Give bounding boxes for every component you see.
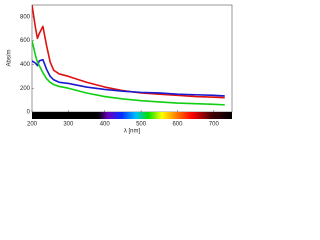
y-tick-label: 600 <box>20 38 31 44</box>
series-line <box>32 5 225 99</box>
x-tick-label: 500 <box>136 122 147 128</box>
x-tick-label: 200 <box>27 122 38 128</box>
plot-area <box>32 5 225 106</box>
x-tick-label: 300 <box>63 122 74 128</box>
x-tick-label: 700 <box>209 122 220 128</box>
x-tick-label: 600 <box>172 122 183 128</box>
y-tick-label: 400 <box>20 62 31 68</box>
series-line <box>32 58 225 97</box>
spectrum-bar <box>32 112 232 119</box>
y-tick-label: 200 <box>20 86 31 92</box>
x-tick-label: 400 <box>100 122 111 128</box>
page: {"chart_data": {"type": "line", "x_label… <box>6 4 233 135</box>
x-axis-label: λ [nm] <box>124 129 141 135</box>
series-line <box>32 40 225 106</box>
y-axis-label: Abs/m <box>7 49 13 66</box>
chart: λ [nm] Abs/m 0 200 400 600 800 200 300 400 500 60… <box>7 4 233 135</box>
y-tick-label: 0 <box>27 110 31 116</box>
y-tick-label: 800 <box>20 14 31 20</box>
